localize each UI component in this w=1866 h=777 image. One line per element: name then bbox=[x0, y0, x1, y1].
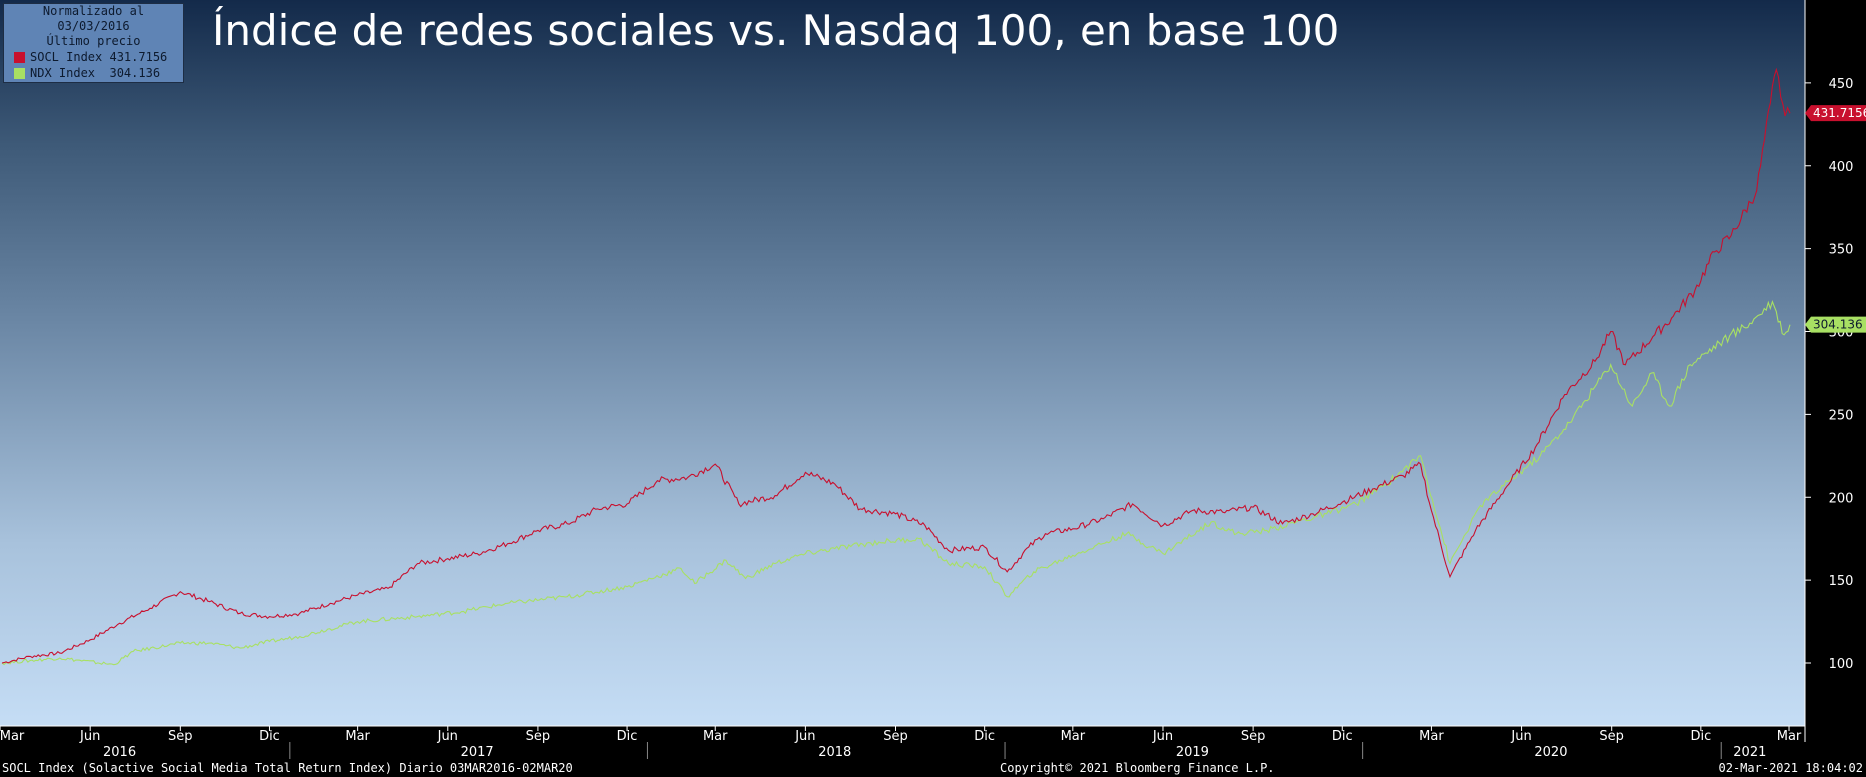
legend-label-socl: SOCL Index bbox=[30, 50, 103, 64]
y-tick-label: 150 bbox=[1829, 574, 1854, 589]
y-tick-label: 450 bbox=[1829, 77, 1854, 92]
legend-swatch-ndx bbox=[14, 67, 25, 79]
y-tick-label: 200 bbox=[1829, 491, 1854, 506]
x-tick-label: Dic bbox=[1690, 729, 1711, 744]
footer-copyright: Copyright© 2021 Bloomberg Finance L.P. bbox=[1000, 761, 1275, 775]
legend-value-ndx: 304.136 bbox=[109, 66, 161, 80]
y-tick-label: 350 bbox=[1829, 243, 1854, 258]
legend-item-socl: SOCL Index 431.7156 bbox=[4, 49, 183, 65]
legend-header-last-price: Último precio bbox=[46, 34, 141, 48]
x-tick-label: Mar bbox=[1061, 729, 1086, 744]
series-line-ndx bbox=[1, 300, 1791, 666]
x-tick-label: Jun bbox=[1152, 729, 1173, 744]
x-tick-label: Sep bbox=[1241, 729, 1266, 744]
x-tick-label: Mar bbox=[1419, 729, 1444, 744]
legend-item-ndx: NDX Index 304.136 bbox=[4, 65, 183, 81]
last-value-tag-label: 304.136 bbox=[1813, 318, 1863, 332]
last-value-tag-bg bbox=[1805, 105, 1866, 122]
x-tick-label: Mar bbox=[0, 729, 25, 744]
x-year-label: 2021 bbox=[1733, 745, 1766, 760]
footer-source: SOCL Index (Solactive Social Media Total… bbox=[2, 761, 573, 775]
x-year-label: 2016 bbox=[103, 745, 136, 760]
x-axis-band bbox=[0, 726, 1805, 742]
x-tick-label: Dic bbox=[1332, 729, 1353, 744]
last-value-tag-label: 431.7156 bbox=[1813, 106, 1866, 120]
chart-area: 100 150 200 250 300 350 400 450 Mar Jun Sep Dic Mar J… bbox=[0, 0, 1866, 760]
series-line-socl bbox=[1, 67, 1791, 664]
x-tick-label: Sep bbox=[168, 729, 193, 744]
x-tick-label: Jun bbox=[79, 729, 100, 744]
legend-box: Normalizado al 03/03/2016 Último precio … bbox=[3, 3, 184, 83]
y-axis-band bbox=[1805, 0, 1866, 742]
x-tick-label: Sep bbox=[1599, 729, 1624, 744]
last-value-tag-socl: 431.7156 bbox=[1805, 105, 1866, 122]
y-tick-label: 400 bbox=[1829, 160, 1854, 175]
last-value-tag-ndx: 304.136 bbox=[1805, 316, 1866, 333]
legend-label-ndx: NDX Index bbox=[30, 66, 96, 80]
x-year-label: 2017 bbox=[461, 745, 494, 760]
x-tick-label: Sep bbox=[526, 729, 551, 744]
x-tick-label: Jun bbox=[437, 729, 458, 744]
x-tick-label: Jun bbox=[794, 729, 815, 744]
y-tick-label: 250 bbox=[1829, 408, 1854, 423]
x-year-label: 2019 bbox=[1176, 745, 1209, 760]
x-tick-label: Mar bbox=[345, 729, 370, 744]
y-tick-label: 100 bbox=[1829, 657, 1854, 672]
x-tick-label: Dic bbox=[974, 729, 995, 744]
x-year-label: 2020 bbox=[1534, 745, 1567, 760]
legend-value-socl: 431.7156 bbox=[109, 50, 168, 64]
legend-header-normalized: Normalizado al 03/03/2016 bbox=[42, 4, 145, 33]
legend-swatch-socl bbox=[14, 51, 25, 63]
x-tick-label: Mar bbox=[703, 729, 728, 744]
x-year-label: 2018 bbox=[818, 745, 851, 760]
x-tick-label: Mar bbox=[1777, 729, 1802, 744]
x-tick-label: Dic bbox=[259, 729, 280, 744]
chart-title: Índice de redes sociales vs. Nasdaq 100,… bbox=[212, 6, 1340, 55]
x-tick-label: Dic bbox=[617, 729, 638, 744]
last-value-tag-bg bbox=[1805, 316, 1866, 333]
x-tick-label: Jun bbox=[1510, 729, 1531, 744]
footer-timestamp: 02-Mar-2021 18:04:02 bbox=[1718, 761, 1864, 775]
x-tick-label: Sep bbox=[883, 729, 908, 744]
